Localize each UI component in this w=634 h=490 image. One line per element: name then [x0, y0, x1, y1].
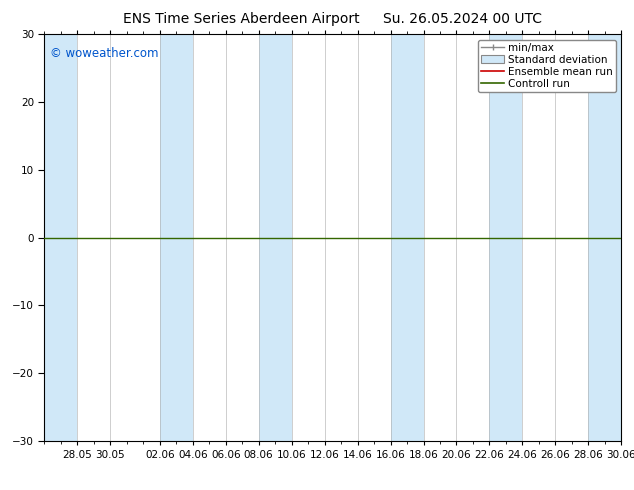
Bar: [588, 34, 621, 441]
Bar: [489, 34, 522, 441]
Text: Su. 26.05.2024 00 UTC: Su. 26.05.2024 00 UTC: [384, 12, 542, 26]
Bar: [44, 34, 77, 441]
Legend: min/max, Standard deviation, Ensemble mean run, Controll run: min/max, Standard deviation, Ensemble me…: [478, 40, 616, 92]
Bar: [160, 34, 193, 441]
Bar: [391, 34, 424, 441]
Text: ENS Time Series Aberdeen Airport: ENS Time Series Aberdeen Airport: [122, 12, 359, 26]
Bar: [259, 34, 292, 441]
Text: © woweather.com: © woweather.com: [50, 47, 158, 59]
